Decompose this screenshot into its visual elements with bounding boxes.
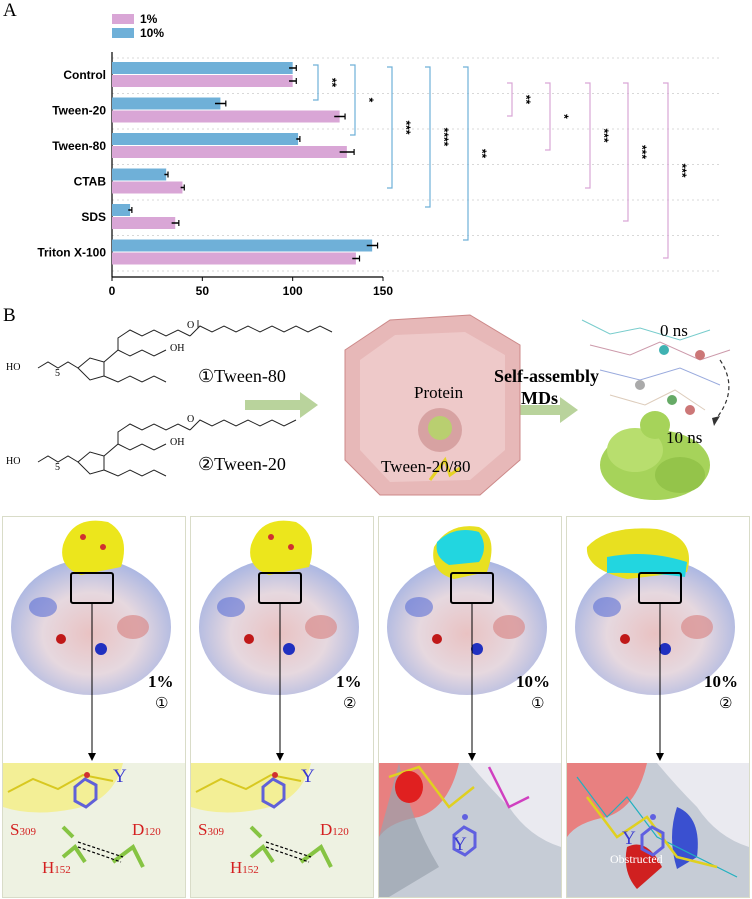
- bar: [112, 168, 167, 181]
- bar: [112, 239, 373, 252]
- surfactant-index-e: ①: [531, 694, 545, 712]
- ester-o-label-1: O: [187, 320, 195, 331]
- structure-panel-e: [378, 516, 562, 898]
- obstructed-label: Obstructed: [610, 852, 663, 866]
- legend-label: 10%: [140, 26, 164, 40]
- green-arrow-1: [245, 392, 318, 418]
- significance-bracket: [623, 82, 629, 222]
- significance-label: *: [362, 98, 376, 103]
- subscript-five-2: 5: [55, 462, 60, 473]
- significance-label: **: [475, 149, 489, 159]
- surfactant-index-d: ②: [343, 694, 357, 712]
- green-arrow-2: [495, 397, 578, 423]
- ester-o-label-2: O: [187, 414, 195, 425]
- tween80-structure: [37, 320, 333, 383]
- structure-art: [379, 526, 561, 897]
- tyrosine-label-d: Y: [301, 766, 315, 787]
- bar: [112, 133, 299, 145]
- bar: [112, 217, 176, 229]
- category-label: SDS: [81, 210, 106, 224]
- significance-bracket: [507, 82, 513, 117]
- significance-bracket: [313, 64, 319, 101]
- significance-bracket: [585, 82, 591, 189]
- significance-bracket: [545, 82, 551, 151]
- significance-bracket: [425, 66, 431, 208]
- significance-label: ***: [399, 120, 413, 134]
- category-label: Tween-20: [52, 104, 106, 118]
- structure-panel-d: [190, 516, 374, 898]
- time-end-label: 10 ns: [666, 428, 703, 447]
- x-tick-label: 150: [373, 284, 393, 298]
- ho-label-1: HO: [6, 362, 21, 373]
- residue-label-s: S309: [198, 820, 224, 839]
- significance-label: **: [325, 78, 339, 88]
- compound-label-tween80: ①Tween-80: [198, 366, 286, 386]
- bar-chart: 050100150Relative activity (%)ControlTwe…: [37, 12, 720, 298]
- surfactant-index-c: ①: [155, 694, 169, 712]
- bar: [112, 75, 293, 87]
- bar: [112, 204, 131, 216]
- significance-label: ***: [675, 163, 689, 177]
- structure-panel-f: [566, 516, 750, 898]
- significance-bracket: [387, 66, 393, 189]
- significance-bracket: [463, 66, 469, 241]
- bar: [112, 146, 347, 158]
- time-start-label: 0 ns: [660, 321, 688, 340]
- tyrosine-label-c: Y: [113, 766, 127, 787]
- category-label: Tween-80: [52, 139, 106, 153]
- subscript-five-1: 5: [55, 368, 60, 379]
- concentration-label-f: 10%: [704, 672, 738, 691]
- compound-label-tween20: ②Tween-20: [198, 454, 286, 474]
- legend-swatch: [112, 14, 134, 24]
- category-label: Triton X-100: [37, 246, 106, 260]
- oh-label-2: OH: [170, 437, 185, 448]
- x-tick-label: 100: [283, 284, 303, 298]
- structure-art: [3, 520, 185, 897]
- solvated-protein-box: [344, 314, 521, 496]
- concentration-label-e: 10%: [516, 672, 550, 691]
- tween20-structure: [37, 419, 297, 477]
- bar: [112, 62, 293, 74]
- significance-label: ****: [437, 128, 451, 147]
- arrow-label-line1: Self-assembly: [494, 366, 599, 386]
- arrow-label-line2: MDs: [521, 388, 558, 408]
- significance-bracket: [663, 82, 669, 259]
- tyrosine-label-f: Y: [622, 828, 636, 849]
- bar: [112, 97, 221, 110]
- significance-label: ***: [635, 145, 649, 159]
- concentration-label-d: 1%: [336, 672, 362, 691]
- legend-label: 1%: [140, 12, 158, 26]
- md-snapshot: [581, 319, 731, 500]
- panel-b-graphics: [37, 314, 731, 500]
- residue-label-h: H152: [42, 858, 71, 877]
- tyrosine-label-e: Y: [453, 834, 467, 855]
- structure-panel-c: [2, 516, 186, 898]
- structure-art: [567, 528, 749, 897]
- bar: [112, 110, 340, 123]
- protein-label: Protein: [414, 383, 464, 402]
- residue-label-d: D120: [320, 820, 349, 839]
- concentration-label-c: 1%: [148, 672, 174, 691]
- residue-label-d: D120: [132, 820, 161, 839]
- significance-label: **: [519, 95, 533, 105]
- x-tick-label: 0: [109, 284, 116, 298]
- oh-label-1: OH: [170, 343, 185, 354]
- category-label: Control: [63, 68, 106, 82]
- legend-swatch: [112, 28, 134, 38]
- residue-label-s: S309: [10, 820, 36, 839]
- category-label: CTAB: [74, 175, 107, 189]
- residue-label-h: H152: [230, 858, 259, 877]
- significance-label: *: [557, 114, 571, 119]
- panel-label-a: A: [3, 0, 17, 21]
- bar: [112, 252, 356, 265]
- tween-label: Tween-20/80: [381, 457, 471, 476]
- ho-label-2: HO: [6, 456, 21, 467]
- panel-label-b: B: [3, 305, 16, 326]
- x-tick-label: 50: [196, 284, 210, 298]
- structure-art: [191, 520, 373, 897]
- significance-label: ***: [597, 128, 611, 142]
- bar: [112, 181, 183, 194]
- significance-bracket: [350, 64, 356, 136]
- surfactant-index-f: ②: [719, 694, 733, 712]
